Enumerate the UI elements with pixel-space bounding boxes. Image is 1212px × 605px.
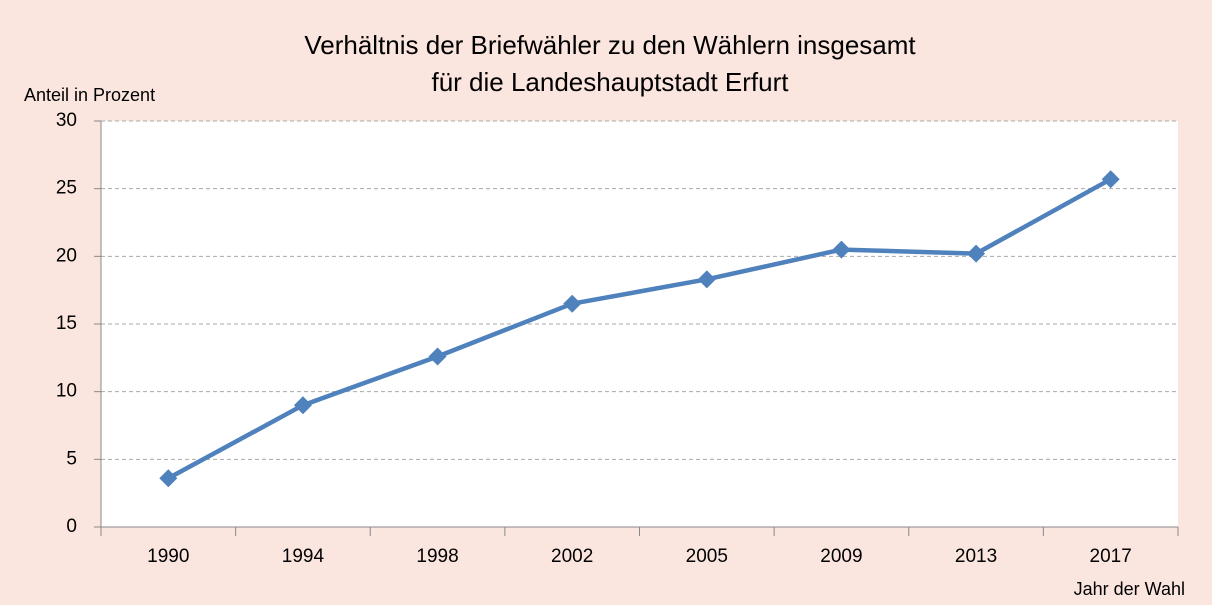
x-tick-label: 1990	[147, 546, 189, 567]
y-axis-label: Anteil in Prozent	[24, 85, 155, 105]
x-tick-label: 2009	[820, 546, 862, 567]
data-marker	[967, 244, 986, 263]
y-tick-label: 15	[56, 313, 77, 334]
data-marker	[1101, 170, 1120, 189]
x-tick-label: 1994	[282, 546, 325, 567]
x-tick-label: 2002	[551, 546, 593, 567]
y-tick-label: 10	[56, 381, 77, 402]
data-marker	[697, 270, 716, 289]
x-tick-label: 1998	[416, 546, 458, 567]
data-marker	[832, 240, 851, 259]
chart-title: Verhältnis der Briefwähler zu den Wähler…	[304, 30, 916, 60]
data-marker	[563, 294, 582, 313]
y-tick-label: 30	[56, 110, 77, 131]
y-tick-label: 5	[66, 448, 77, 469]
x-axis-label: Jahr der Wahl	[1074, 579, 1185, 599]
y-tick-label: 20	[56, 245, 77, 266]
data-line	[167, 177, 1112, 481]
x-tick-label: 2005	[686, 546, 728, 567]
y-tick-label: 0	[66, 516, 77, 537]
data-marker	[159, 469, 178, 488]
x-tick-label: 2013	[955, 546, 997, 567]
y-tick-label: 25	[56, 178, 77, 199]
data-marker	[293, 396, 312, 415]
x-tick-label: 2017	[1090, 546, 1132, 567]
chart-title: für die Landeshauptstadt Erfurt	[431, 67, 789, 97]
data-marker	[428, 347, 447, 366]
